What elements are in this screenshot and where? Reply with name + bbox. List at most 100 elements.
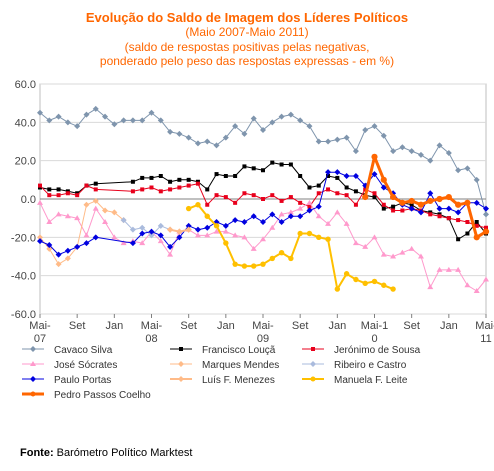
chart-subtitle-line-1: (Maio 2007-Maio 2011) [185,25,308,39]
legend-item: José Sócrates [22,360,117,371]
data-point [270,193,275,198]
data-point [260,261,266,267]
data-point [436,142,443,149]
data-point [269,224,276,230]
data-point [371,234,378,240]
data-point [83,232,90,238]
data-point [167,128,174,135]
data-point [380,176,387,183]
data-point [473,199,480,206]
data-point [148,109,155,116]
data-point [241,219,248,225]
data-point [83,201,90,208]
data-point [194,140,201,147]
data-point [325,169,332,176]
data-point [139,230,146,237]
data-point [120,217,127,224]
y-axis-ticks: 60.0 40.0 20.0 0.0 -20.0 -40.0 -60.0 [11,79,36,321]
data-point [223,174,228,178]
data-point [241,234,248,240]
data-point [316,183,321,188]
data-point [334,136,341,143]
data-point [232,123,239,130]
data-point [139,240,146,246]
data-point [474,223,479,228]
data-point [37,199,43,205]
data-point [306,230,313,237]
data-point [204,213,210,219]
data-point [46,242,53,248]
data-point [149,185,154,190]
data-point [74,243,81,250]
chart-title: Evolução do Saldo de Imagem dos Líderes … [86,10,408,25]
data-point [390,253,397,259]
data-point [261,168,265,173]
source-label: Fonte: [20,447,54,459]
data-point [55,211,62,217]
data-point [130,189,135,194]
data-point [417,253,424,259]
x-tick-label: Jan [217,320,235,332]
legend-swatch-marker [178,361,184,367]
data-point [185,222,192,229]
data-point [381,206,386,211]
data-point [46,117,53,124]
data-point [278,211,285,217]
x-tick-label: Mai- [475,320,494,332]
data-point [167,251,174,257]
legend-swatch-marker [178,376,184,382]
data-point [399,144,406,151]
data-point [335,191,340,196]
data-point [380,184,387,191]
data-point [326,187,331,192]
data-point [363,187,368,192]
source-note: Fonte: Barómetro Político Marktest [20,447,192,459]
data-point [335,175,340,180]
data-point [297,205,304,211]
data-point [222,228,229,234]
data-point [390,286,396,292]
data-point [222,222,229,229]
data-point [260,236,266,242]
data-point [344,193,349,198]
data-point [37,238,43,245]
legend-item: Cavaco Silva [22,345,113,356]
x-tick-label: Set [403,320,420,332]
chart-subtitle-line-2: (saldo de respostas positivas pelas nega… [125,40,370,54]
x-tick-label: Mai- [252,320,274,332]
legend-label: Marques Mendes [202,360,279,371]
data-point [334,286,341,292]
legend-item: Francisco Louçã [170,345,276,356]
data-point [409,202,414,207]
data-point [400,208,405,213]
data-point [455,209,462,216]
data-point [389,193,397,201]
data-point [157,222,164,229]
y-tick-label: 60.0 [15,79,36,91]
chart-subtitle-line-3: ponderado pelo peso das respostas expres… [100,54,394,68]
data-point [464,282,471,288]
legend-label: Ribeiro e Castro [334,360,407,371]
data-point [483,276,489,282]
data-point [186,177,191,182]
legend-swatch-marker [30,346,36,352]
legend-label: Francisco Louçã [202,345,276,356]
data-point [352,240,359,246]
data-point [232,232,239,238]
data-point [56,193,61,198]
data-point [343,220,350,226]
data-point [186,183,191,188]
data-point [166,226,174,233]
data-point [371,278,378,285]
source-text: Barómetro Político Marktest [53,447,193,459]
data-point [168,179,173,184]
series-manuela-f-leite [185,202,396,292]
data-point [315,213,322,219]
data-point [474,220,479,224]
data-point [343,134,350,141]
y-tick-label: -60.0 [11,309,36,321]
data-point [111,234,118,240]
data-point [158,189,163,194]
data-point [445,266,452,272]
data-point [362,127,369,133]
